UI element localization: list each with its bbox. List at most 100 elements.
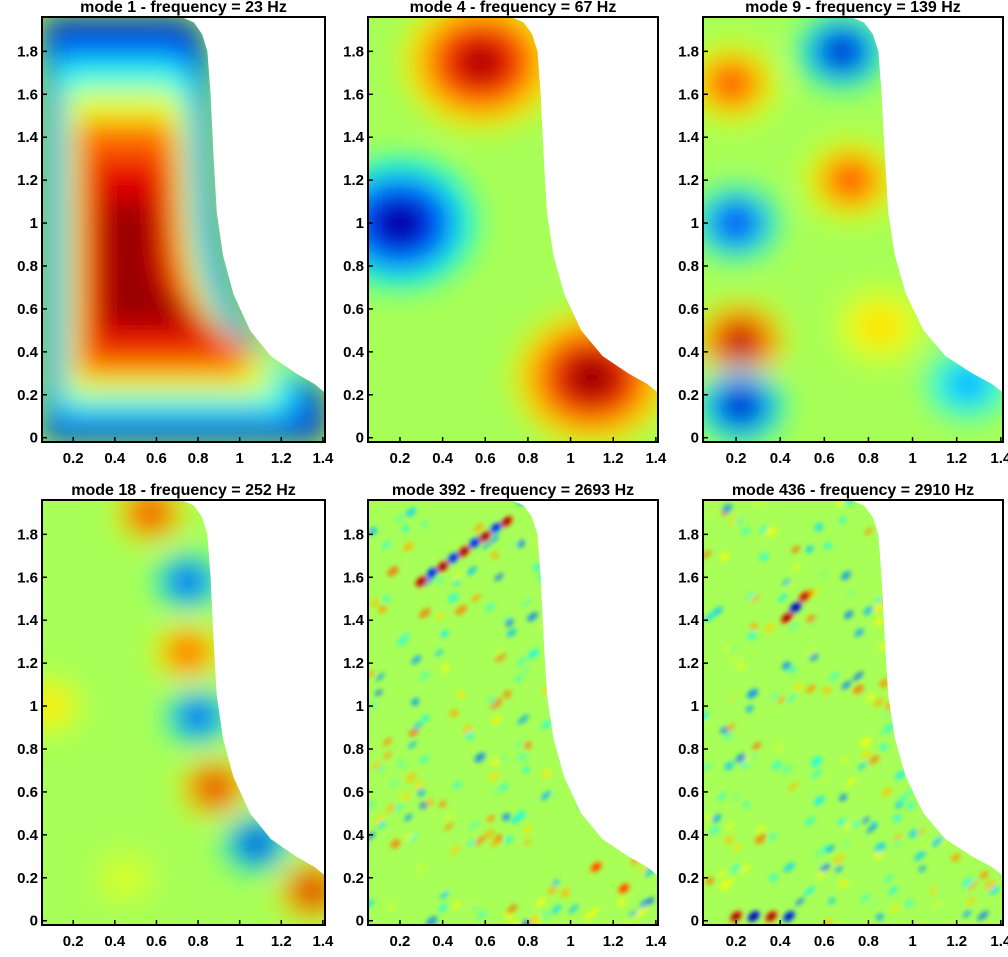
x-tick-label: 1.4 (645, 450, 667, 467)
x-tick-label: 0.4 (432, 933, 454, 950)
axes-frame (41, 16, 326, 443)
y-tick-label: 1.6 (17, 569, 38, 586)
x-tick-label: 1.4 (990, 933, 1008, 950)
y-tick-label: 1 (30, 215, 38, 232)
x-tick-label: 0.6 (814, 450, 835, 467)
mode-extremum (797, 17, 886, 90)
y-tick-label: 1.6 (17, 86, 38, 103)
y-tick-label: 1.8 (17, 43, 38, 60)
mode-panel-4: mode 4 - frequency = 67 Hz 0.2 0.4 0.6 0.8 1 1… (343, 0, 667, 467)
x-tick-label: 0.2 (726, 933, 747, 950)
x-tick-label: 1.2 (271, 450, 292, 467)
x-tick-label: 1.2 (946, 450, 967, 467)
y-tick-label: 0.6 (678, 301, 699, 318)
x-tick-label: 0.2 (390, 933, 411, 950)
y-tick-label: 1.8 (17, 526, 38, 543)
y-tick-label: 0.8 (17, 741, 38, 758)
y-tick-label: 1 (356, 215, 364, 232)
y-tick-label: 0.2 (17, 387, 38, 404)
y-tick-label: 1.8 (343, 526, 364, 543)
mode-field (368, 17, 658, 442)
x-tick-label: 0.4 (104, 450, 126, 467)
x-tick-label: 0.2 (63, 933, 84, 950)
mode-extremum (415, 575, 428, 588)
x-tick-label: 1.2 (603, 933, 624, 950)
y-tick-label: 1.4 (343, 129, 365, 146)
y-tick-label: 0.4 (17, 827, 39, 844)
mode-panel-436: mode 436 - frequency = 2910 Hz 0.2 0.4 0.6 0… (678, 482, 1008, 950)
y-tick-label: 0.4 (678, 344, 700, 361)
axes-frame (367, 16, 659, 443)
x-tick-label: 1.2 (271, 933, 292, 950)
mode-panel-1: mode 1 - frequency = 23 Hz 0.2 0.4 0.6 0.8 1 1… (17, 0, 334, 467)
x-tick-label: 0.8 (517, 450, 538, 467)
plate-domain (368, 500, 658, 925)
y-tick-label: 0.4 (343, 344, 365, 361)
mode-extremum (590, 861, 603, 873)
y-tick-label: 0.2 (678, 870, 699, 887)
mode-extremum (806, 142, 895, 219)
mode-extremum (154, 553, 221, 611)
mode-extremum (368, 156, 477, 290)
mode-extremum (703, 185, 781, 262)
y-tick-label: 0 (30, 430, 38, 447)
y-tick-label: 1.2 (343, 172, 364, 189)
y-tick-label: 0 (356, 430, 364, 447)
mode-extremum (425, 567, 439, 579)
y-tick-label: 0.6 (343, 784, 364, 801)
mode-field (42, 17, 325, 442)
y-tick-label: 0.2 (343, 870, 364, 887)
y-tick-label: 0.8 (678, 741, 699, 758)
y-tick-label: 0.4 (343, 827, 365, 844)
y-tick-label: 1.8 (343, 43, 364, 60)
y-tick-label: 1.8 (678, 43, 699, 60)
y-tick-label: 1.4 (678, 612, 700, 629)
y-tick-label: 1.2 (17, 172, 38, 189)
y-tick-label: 0.4 (678, 827, 700, 844)
x-tick-label: 0.4 (770, 450, 792, 467)
mode-extremum (617, 882, 630, 895)
y-tick-label: 0.4 (17, 344, 39, 361)
y-tick-label: 1.2 (678, 172, 699, 189)
mode-extremum (703, 303, 785, 380)
mode-extremum (468, 537, 481, 549)
x-tick-label: 0.8 (858, 933, 879, 950)
y-tick-label: 1.8 (678, 526, 699, 543)
x-tick-label: 0.6 (814, 933, 835, 950)
axes-frame (367, 499, 659, 926)
x-tick-label: 0.8 (858, 450, 879, 467)
mode-extremum (798, 590, 811, 603)
y-tick-label: 0 (691, 430, 699, 447)
x-tick-label: 1 (566, 450, 574, 467)
x-tick-label: 0.2 (63, 450, 84, 467)
x-tick-label: 1 (236, 450, 244, 467)
panel-title: mode 4 - frequency = 67 Hz (410, 0, 617, 16)
axes-frame (702, 499, 1004, 926)
x-tick-label: 1 (566, 933, 574, 950)
mode-field (703, 500, 1003, 925)
mode-field (368, 500, 658, 925)
x-tick-label: 0.6 (146, 450, 167, 467)
x-tick-label: 1.4 (645, 933, 667, 950)
x-tick-label: 1 (236, 933, 244, 950)
y-tick-label: 1.2 (17, 655, 38, 672)
x-tick-label: 1.4 (990, 450, 1008, 467)
x-tick-label: 0.8 (188, 933, 209, 950)
x-tick-label: 0.2 (390, 450, 411, 467)
mode-extremum (703, 45, 776, 122)
x-tick-label: 1.4 (312, 933, 334, 950)
mode-extremum (703, 367, 785, 442)
panel-title: mode 436 - frequency = 2910 Hz (732, 482, 974, 499)
y-tick-label: 0.8 (678, 258, 699, 275)
y-tick-label: 1 (691, 698, 699, 715)
x-tick-label: 0.8 (517, 933, 538, 950)
y-tick-label: 0.2 (17, 870, 38, 887)
y-tick-label: 0.2 (343, 387, 364, 404)
x-tick-label: 1.4 (312, 450, 334, 467)
mode-extremum (154, 623, 221, 681)
y-tick-label: 1.2 (678, 655, 699, 672)
mode-extremum (457, 545, 471, 558)
y-tick-label: 0 (356, 913, 364, 930)
mode-panel-392: mode 392 - frequency = 2693 Hz 0.2 0.4 0.6 0… (343, 482, 667, 950)
